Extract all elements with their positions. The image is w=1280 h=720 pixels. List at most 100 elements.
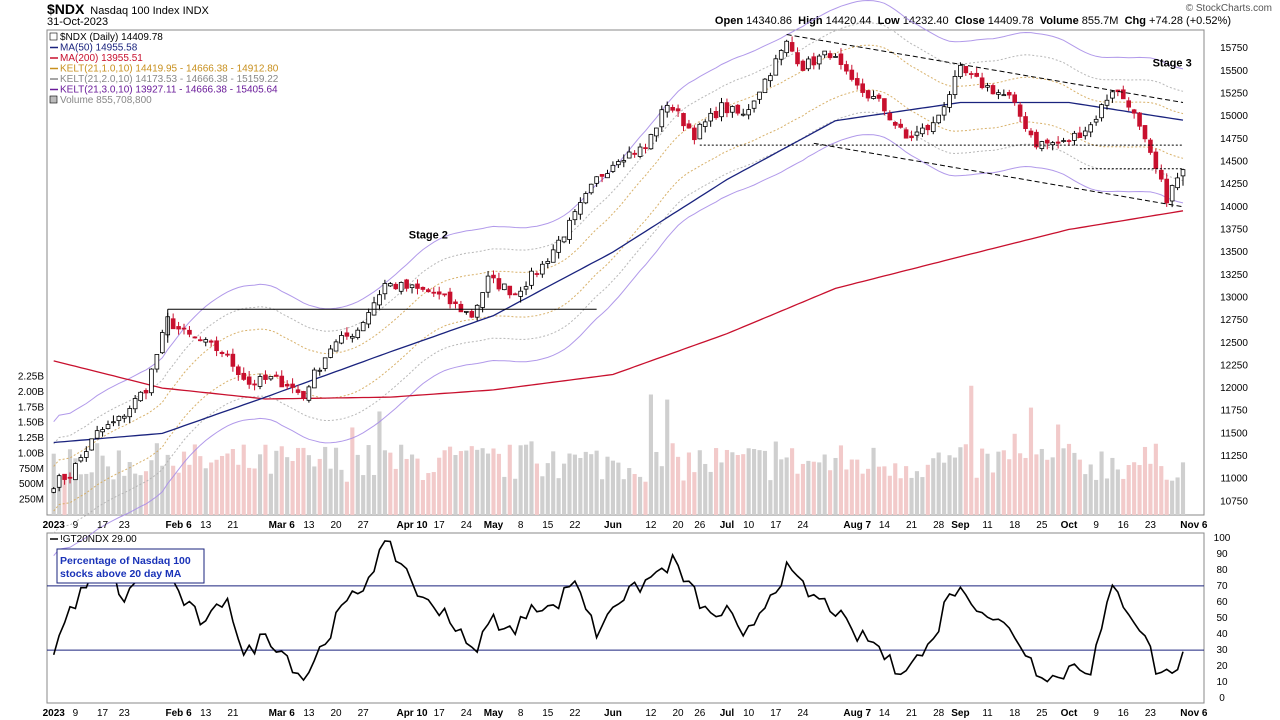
breadth-tick-label: 40 (1216, 629, 1228, 640)
candle (398, 281, 404, 295)
volume-bar (323, 446, 328, 515)
breadth-tick-label: 50 (1216, 613, 1228, 624)
volume-bar (594, 450, 599, 515)
volume-bar (676, 456, 681, 515)
candle-body (838, 53, 844, 65)
x-tick-label: Aug 7 (843, 708, 871, 719)
candle (849, 64, 855, 82)
candle (789, 36, 795, 53)
x-tick-label: 18 (1009, 708, 1021, 719)
candle (1104, 94, 1110, 110)
price-tick-label: 15500 (1220, 66, 1248, 77)
candle (1044, 138, 1050, 150)
candle-body (588, 183, 594, 194)
volume-bar (1159, 466, 1164, 515)
price-tick-label: 15000 (1220, 111, 1248, 122)
candle (78, 454, 84, 463)
candle (415, 279, 420, 295)
volume-bar (1175, 477, 1180, 515)
candle (1006, 89, 1012, 99)
candle (512, 292, 518, 296)
volume-bar (469, 446, 474, 515)
candle-body (643, 147, 648, 150)
candle-body (1131, 109, 1137, 114)
candle-body (62, 473, 67, 480)
candle-body (290, 383, 295, 388)
volume-bar (996, 451, 1001, 515)
candle (409, 284, 415, 294)
volume-bar (985, 453, 990, 515)
volume-bar (1148, 463, 1153, 515)
volume-tick-label: 1.00B (18, 448, 44, 459)
volume-bar (952, 457, 958, 515)
volume-bar (583, 451, 588, 515)
legend-swatch (49, 95, 58, 104)
candle-body (208, 340, 214, 343)
x-tick-label: Jul (720, 520, 735, 531)
stage-label-2: Stage 2 (409, 230, 448, 242)
candle (795, 47, 800, 67)
candle-body (458, 303, 464, 313)
candle-body (968, 73, 974, 75)
volume-bar (974, 477, 979, 515)
candle (1034, 129, 1039, 150)
candle (344, 327, 350, 340)
candle (757, 91, 762, 104)
candle (328, 344, 333, 359)
candle (453, 299, 458, 309)
volume-bar (1115, 469, 1120, 515)
volume-bar (312, 466, 317, 515)
volume-bar (263, 444, 268, 515)
x-tick-label: 21 (906, 708, 918, 719)
volume-tick-label: 1.50B (18, 418, 44, 429)
volume-bar (947, 455, 952, 515)
volume-bar (942, 462, 947, 515)
candle (730, 105, 735, 118)
candle-body (263, 374, 268, 380)
candle (491, 270, 496, 284)
volume-bar (1077, 459, 1082, 515)
candle-body (1066, 140, 1072, 142)
x-tick-label: 9 (1093, 708, 1099, 719)
volume-bar (1094, 479, 1099, 515)
volume-bar (643, 481, 648, 515)
x-tick-label: 22 (569, 708, 581, 719)
candle (637, 143, 643, 158)
x-tick-label: 20 (330, 708, 342, 719)
volume-bar (1142, 446, 1148, 515)
volume-bar (529, 441, 534, 515)
legend-entry: $NDX (Daily) 14409.78 (60, 32, 163, 43)
volume-bar (105, 466, 111, 515)
volume-bar (198, 456, 203, 515)
candle (100, 426, 105, 437)
candle-body (279, 375, 285, 388)
candle-body (979, 77, 985, 89)
volume-bar (192, 444, 197, 515)
candle (947, 91, 952, 113)
x-tick-label: 24 (461, 520, 473, 531)
candle-body (1050, 142, 1055, 146)
candle-body (1164, 178, 1170, 204)
candle (350, 333, 355, 343)
watermark: © StockCharts.com (1185, 3, 1272, 14)
volume-bar (567, 453, 572, 515)
candle-body (1169, 185, 1175, 202)
volume-bar (95, 443, 100, 515)
candle (1077, 126, 1083, 139)
volume-bar (116, 450, 121, 515)
candle-body (648, 134, 654, 150)
chg-value: +74.28 (+0.52%) (1149, 15, 1231, 27)
volume-bars (51, 385, 1186, 515)
candle (1099, 103, 1104, 122)
volume-bar (458, 451, 463, 515)
candle-body (192, 336, 198, 339)
volume-bar (610, 460, 615, 515)
candle (426, 287, 431, 293)
candle-body (1175, 177, 1180, 189)
price-tick-label: 11000 (1220, 474, 1248, 485)
volume-bar (692, 472, 697, 515)
price-tick-label: 14500 (1220, 156, 1248, 167)
candle (936, 114, 941, 125)
volume-bar (187, 464, 192, 515)
